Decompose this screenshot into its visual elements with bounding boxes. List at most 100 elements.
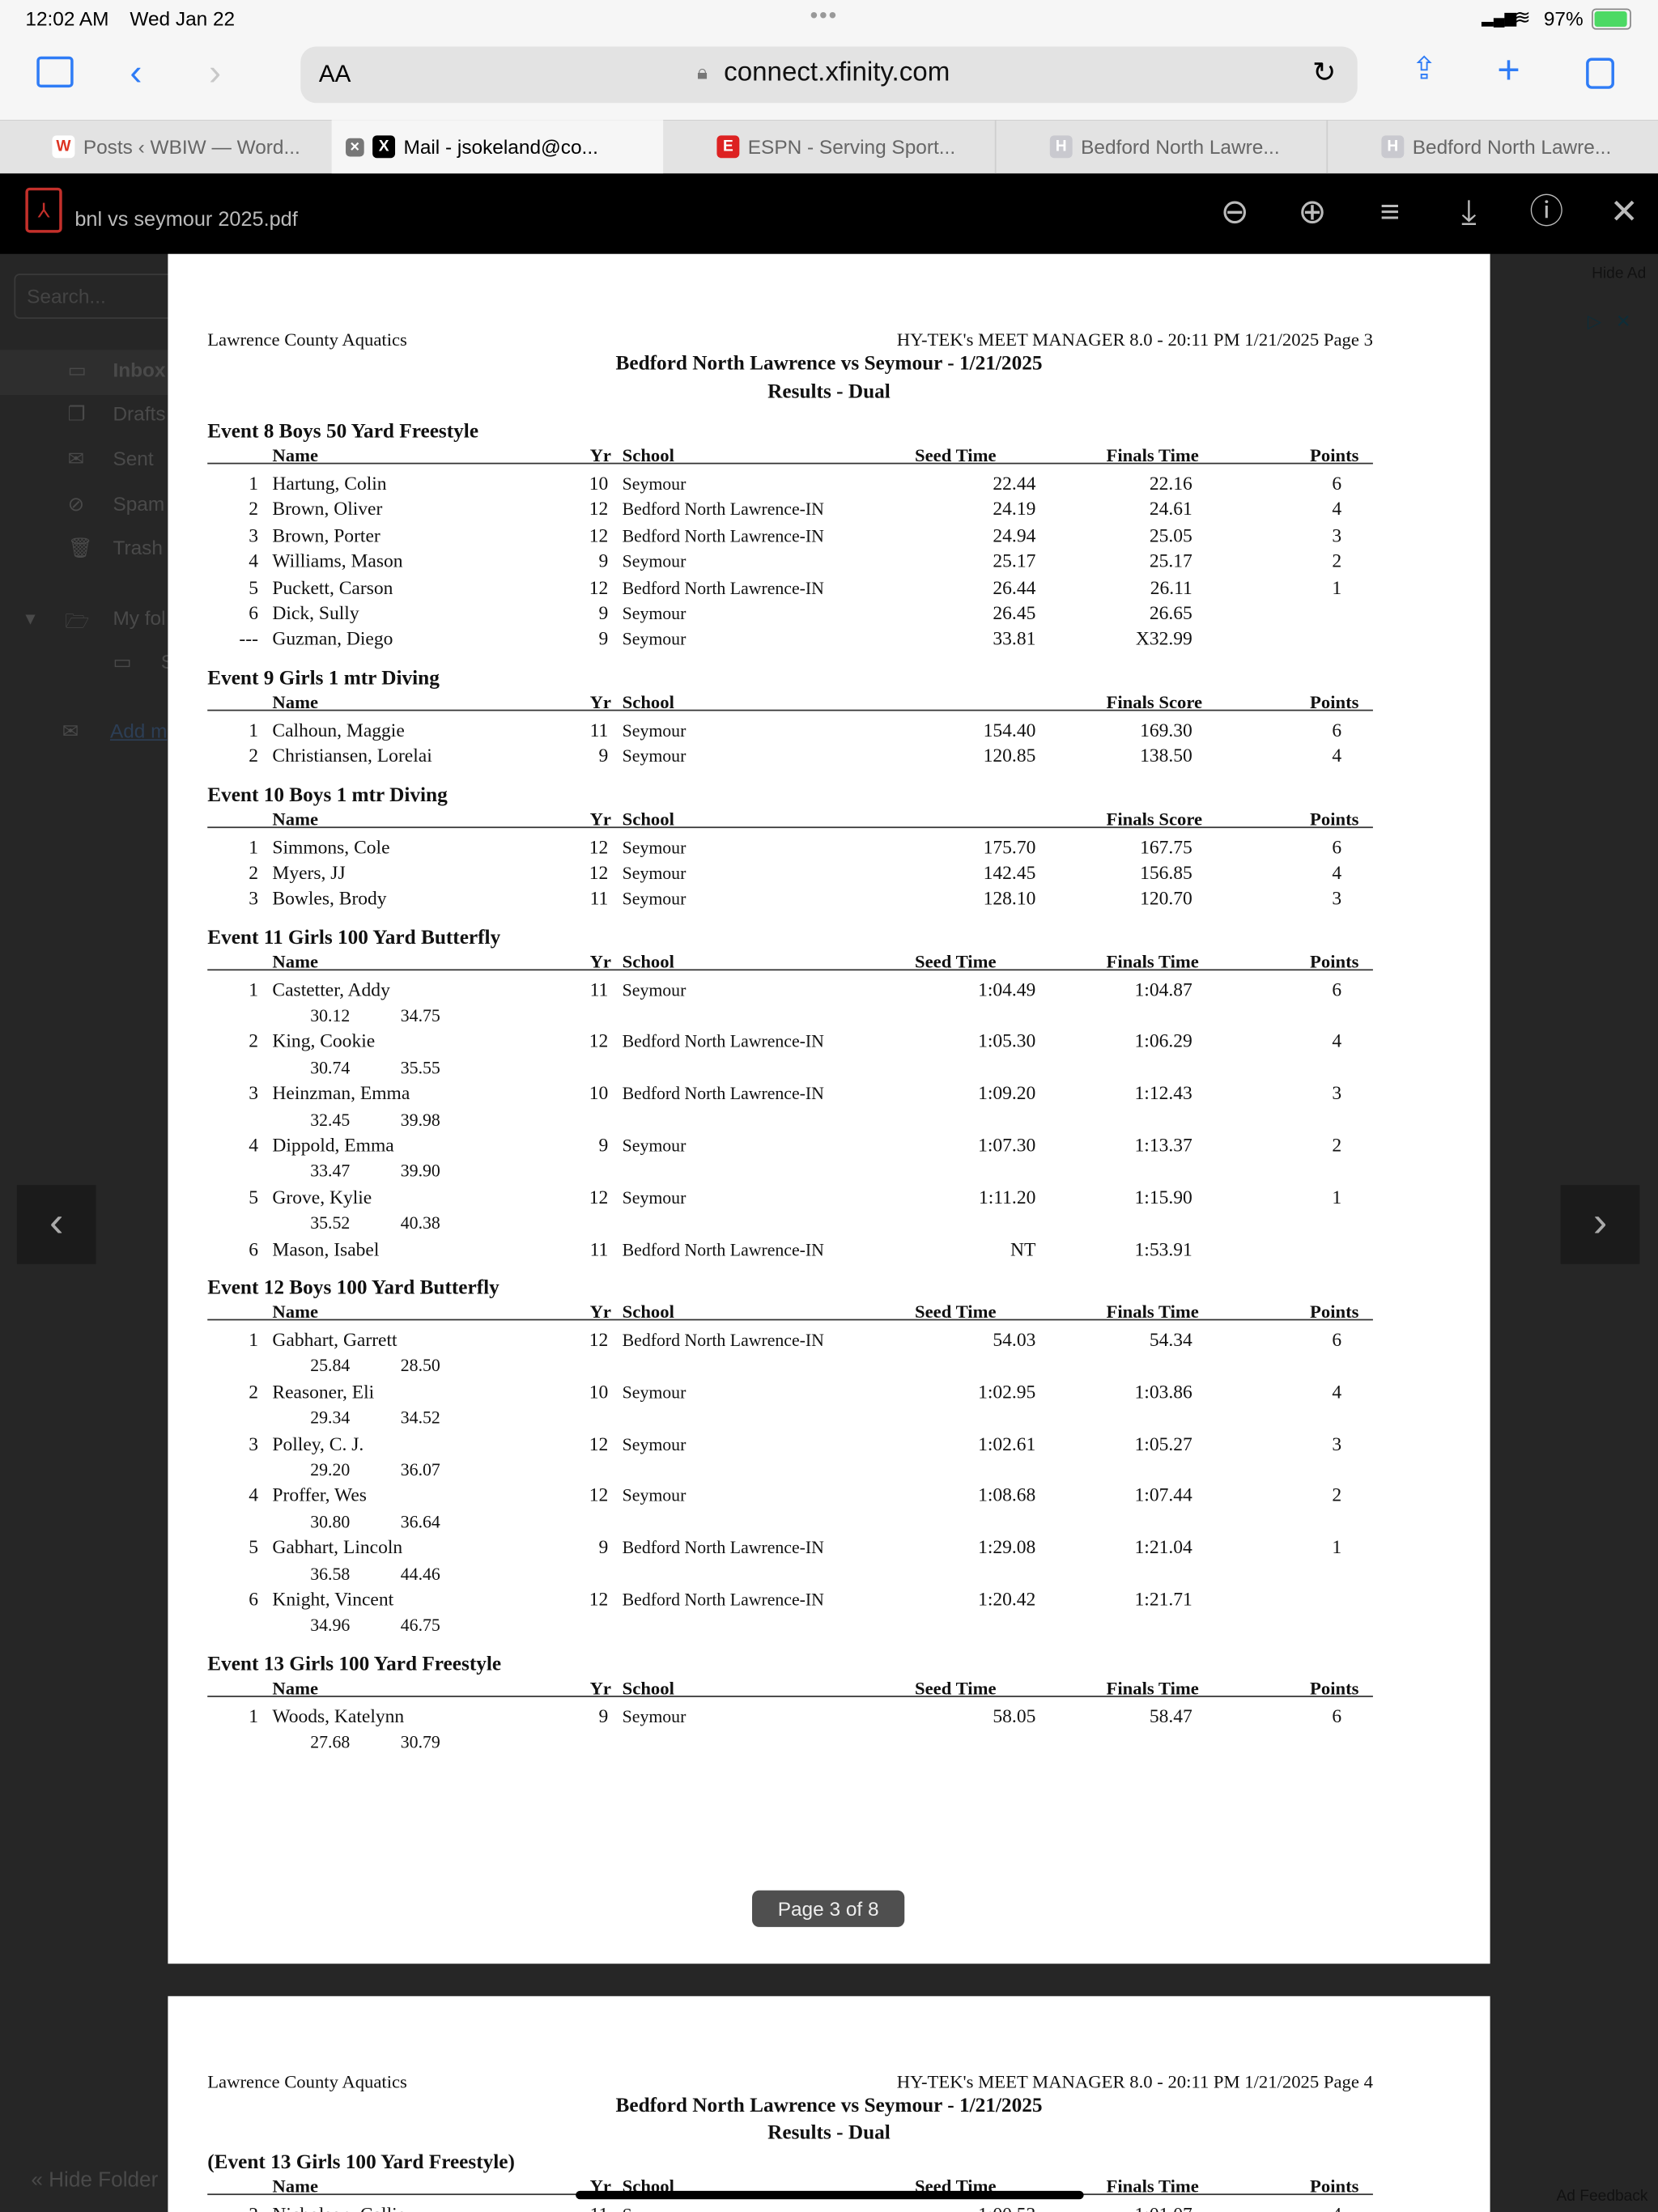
result-row: 6 Dick, Sully 9 Seymour 26.45 26.65 — [168, 601, 1490, 626]
reload-icon[interactable]: ↻ — [1312, 57, 1337, 89]
hide-ad-button[interactable]: Hide Ad — [1592, 265, 1647, 282]
school: Seymour — [622, 1136, 687, 1156]
school: Bedford North Lawrence-IN — [622, 1239, 824, 1259]
back-button[interactable]: ‹ — [130, 50, 142, 94]
tab-label: Mail - jsokeland@co... — [403, 135, 598, 159]
mail-search-input[interactable]: Search... — [14, 274, 184, 319]
tab-label: ESPN - Serving Sport... — [747, 135, 956, 159]
swimmer-name: Puckett, Carson — [272, 576, 393, 598]
year: 9 — [598, 550, 609, 572]
tab-wbiw[interactable]: W Posts ‹ WBIW — Word... — [0, 120, 332, 173]
folder-spam[interactable]: ⊘ Spam — [68, 492, 165, 516]
subfolder[interactable]: ▭S — [113, 651, 174, 675]
zoom-out-icon[interactable]: ⊖ — [1220, 193, 1249, 231]
swimmer-name: Gabhart, Garrett — [272, 1328, 397, 1351]
folder-sent[interactable]: ✉ Sent — [67, 447, 154, 472]
result-row: 4 Williams, Mason 9 Seymour 25.17 25.17 2 — [168, 549, 1490, 575]
seed-time: 26.44 — [993, 576, 1036, 598]
finals-time: 1:21.71 — [1134, 1588, 1192, 1610]
page-software-header: HY-TEK's MEET MANAGER 8.0 - 20:11 PM 1/2… — [896, 329, 1373, 350]
download-icon[interactable]: ⤓ — [1461, 193, 1477, 231]
school: Seymour — [622, 1706, 687, 1726]
split-time: 30.74 — [310, 1057, 351, 1078]
status-time: 12:02 AM — [25, 6, 109, 30]
year: 10 — [589, 1082, 609, 1104]
tab-espn[interactable]: E ESPN - Serving Sport... — [663, 120, 995, 173]
tabs-overview-icon[interactable] — [1586, 57, 1614, 89]
year: 12 — [589, 1328, 609, 1351]
sent-icon: ✉ — [67, 447, 85, 470]
close-icon[interactable]: ✕ — [1609, 193, 1639, 231]
event-title: Event 13 Girls 100 Yard Freestyle — [207, 1653, 502, 1676]
tab-bedford-2[interactable]: H Bedford North Lawre... — [1326, 120, 1658, 174]
seed-time: 1:29.08 — [978, 1536, 1036, 1558]
school: Seymour — [622, 863, 687, 883]
school: Bedford North Lawrence-IN — [622, 1084, 824, 1104]
finals-time: 156.85 — [1140, 861, 1192, 883]
folder-drafts[interactable]: ❐ Drafts — [68, 402, 166, 427]
ad-close-icon[interactable]: ✕ — [1615, 310, 1631, 332]
school: Seymour — [622, 979, 687, 1000]
reader-text-size-button[interactable]: AA — [318, 60, 351, 88]
info-icon[interactable]: ⓘ — [1529, 193, 1564, 231]
previous-page-button[interactable]: ‹ — [16, 1185, 96, 1264]
adchoices-icon[interactable]: ▷ — [1587, 310, 1602, 332]
tab-bedford-1[interactable]: H Bedford North Lawre... — [994, 120, 1327, 174]
wifi-icon: ≋ — [1514, 5, 1531, 28]
tab-mail[interactable]: ✕ X Mail - jsokeland@co... — [331, 120, 664, 174]
close-tab-icon[interactable]: ✕ — [346, 137, 364, 156]
header-finals: Finals Time — [1106, 1676, 1199, 1698]
hide-folders-button[interactable]: « Hide Folder — [31, 2167, 159, 2193]
seed-time: 1:00.53 — [978, 2202, 1035, 2212]
school: Bedford North Lawrence-IN — [622, 1590, 824, 1610]
place: 1 — [249, 1705, 258, 1726]
new-tab-icon[interactable]: + — [1497, 48, 1520, 92]
points: 1 — [1332, 576, 1342, 598]
url-text[interactable]: connect.xfinity.com — [724, 57, 950, 88]
ad-feedback-link[interactable]: Ad Feedback — [1556, 2188, 1648, 2206]
points: 2 — [1332, 1134, 1342, 1156]
school: Seymour — [622, 629, 687, 650]
finals-time: 1:07.44 — [1134, 1484, 1192, 1506]
forward-button[interactable]: › — [208, 50, 222, 94]
swimmer-name: Dick, Sully — [272, 602, 359, 624]
year: 10 — [589, 1380, 609, 1403]
header-school: School — [622, 1301, 674, 1323]
zoom-in-icon[interactable]: ⊕ — [1298, 193, 1327, 231]
place: 6 — [249, 602, 258, 624]
seed-time: 1:04.49 — [978, 979, 1036, 1000]
year: 9 — [598, 628, 609, 650]
result-row: 1 Hartung, Colin 10 Seymour 22.44 22.16 6 — [168, 471, 1490, 497]
finals-time: 58.47 — [1149, 1705, 1192, 1726]
header-finals: Finals Time — [1106, 444, 1199, 466]
page-software-header: HY-TEK's MEET MANAGER 8.0 - 20:11 PM 1/2… — [896, 2070, 1373, 2092]
share-icon[interactable]: ⇪ — [1410, 50, 1438, 87]
splits-row: 30.74 35.55 — [168, 1055, 1490, 1081]
school: Seymour — [622, 551, 687, 572]
year: 12 — [589, 1433, 609, 1454]
split-time: 44.46 — [400, 1564, 440, 1584]
my-folders[interactable]: ▾ 🗁 My fol — [25, 606, 165, 631]
sidebar-toggle-icon[interactable] — [36, 56, 74, 88]
home-indicator[interactable] — [576, 2190, 1084, 2200]
multitasking-dots-icon[interactable]: ••• — [810, 4, 839, 28]
add-mail-link[interactable]: ✉ Add m — [62, 720, 168, 744]
h-favicon-icon: H — [1381, 135, 1405, 159]
points: 4 — [1332, 745, 1342, 766]
finals-time: 22.16 — [1149, 472, 1192, 495]
folder-trash[interactable]: 🗑 Trash — [68, 536, 163, 560]
seed-time: 25.17 — [993, 550, 1036, 572]
next-page-button[interactable]: › — [1560, 1185, 1640, 1264]
address-bar[interactable]: AA 🔒︎ connect.xfinity.com ↻ — [300, 46, 1358, 104]
year: 11 — [589, 1238, 609, 1259]
seed-time: 1:02.61 — [978, 1433, 1036, 1454]
finals-time: 1:01.07 — [1135, 2202, 1192, 2212]
points: 6 — [1332, 719, 1342, 741]
folder-inbox[interactable]: ▭ Inbox — [68, 359, 166, 383]
seed-time: 1:09.20 — [978, 1082, 1036, 1104]
menu-icon[interactable]: ≡ — [1380, 193, 1401, 231]
split-time: 36.58 — [310, 1564, 351, 1584]
points: 2 — [1332, 550, 1342, 572]
header-seed: Seed Time — [915, 950, 997, 972]
split-time: 30.80 — [310, 1511, 351, 1532]
